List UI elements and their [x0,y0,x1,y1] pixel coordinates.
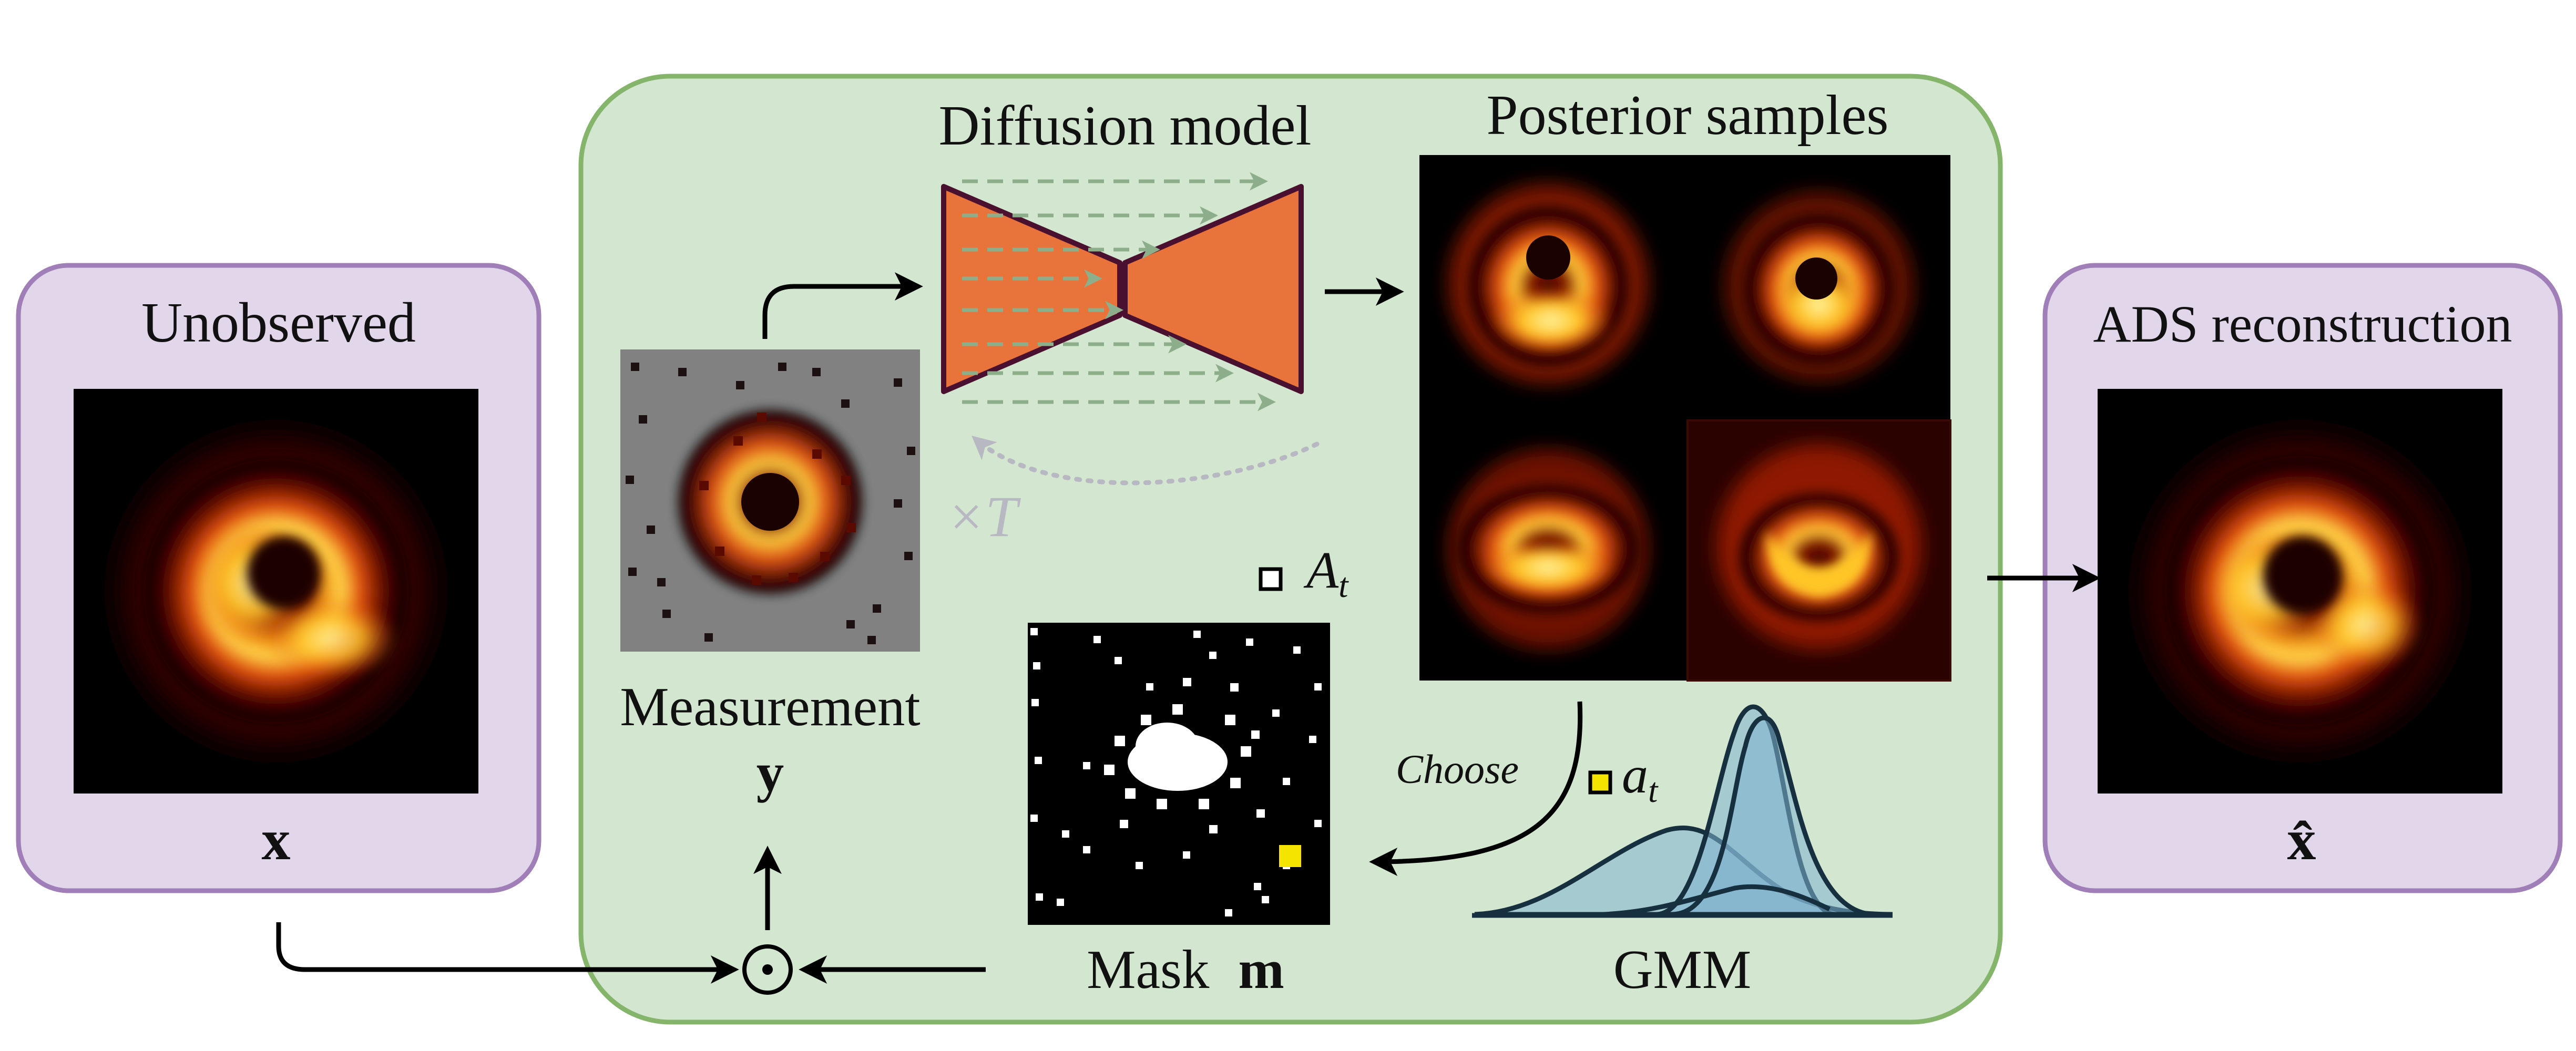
reconstruction-image [2098,389,2502,794]
posterior-sample-3 [1448,449,1648,649]
arrow-choose [1369,701,1583,876]
mask-label-text: Mask [1087,939,1210,1000]
unobserved-panel: Unobserved x [16,263,541,893]
legend-A-label: At [1303,541,1349,605]
legend-A-sub: t [1338,566,1349,605]
measurement-symbol: y [757,741,784,803]
legend-a-label: at [1622,746,1659,810]
posterior-samples: Posterior samples [1419,84,1951,682]
gmm-component-flat [1603,884,1831,917]
measurement-image [620,349,920,652]
choose-label: Choose [1396,746,1519,792]
legend-a-text: a [1622,746,1648,804]
empty-square-icon [1259,567,1283,591]
mask-image [1028,623,1330,925]
unobserved-symbol: x [262,808,291,872]
reconstruction-panel: ADS reconstruction x̂ [2042,263,2563,893]
elementwise-product [742,944,793,995]
arrow-x-to-odot [276,922,739,984]
arrow-measurement-to-diffusion [762,272,923,339]
posterior-sample-1 [1448,184,1648,384]
legend-selected-action: at [1588,746,1659,810]
posterior-title: Posterior samples [1487,84,1889,147]
diffusion-dashed-arrows [962,172,1276,411]
loop-label: ×T [946,485,1021,549]
posterior-sample-2 [1724,192,1914,381]
gmm-plot [1472,704,1893,918]
legend-a-sub: t [1648,771,1659,810]
mask-symbol: m [1238,939,1284,1000]
reconstruction-title: ADS reconstruction [2093,295,2512,353]
odot-icon [742,944,793,995]
gmm-label: GMM [1613,939,1752,1000]
gmm-component-tall-b [1671,715,1872,917]
iteration-loop: ×T [946,436,1320,549]
unobserved-image [74,389,478,794]
yellow-square-icon [1588,770,1612,795]
measurement-label: Measurement [620,676,920,737]
legend-A-text: A [1303,541,1339,599]
diffusion-title: Diffusion model [939,95,1312,157]
mask-label: Mask m [1087,939,1284,1000]
legend-action-space: At [1259,541,1349,605]
unobserved-title: Unobserved [141,292,416,354]
posterior-sample-4 [1686,419,1951,682]
reconstruction-symbol: x̂ [2287,808,2316,872]
selected-action-marker [1279,845,1301,867]
diffusion-model: Diffusion model [939,95,1312,411]
